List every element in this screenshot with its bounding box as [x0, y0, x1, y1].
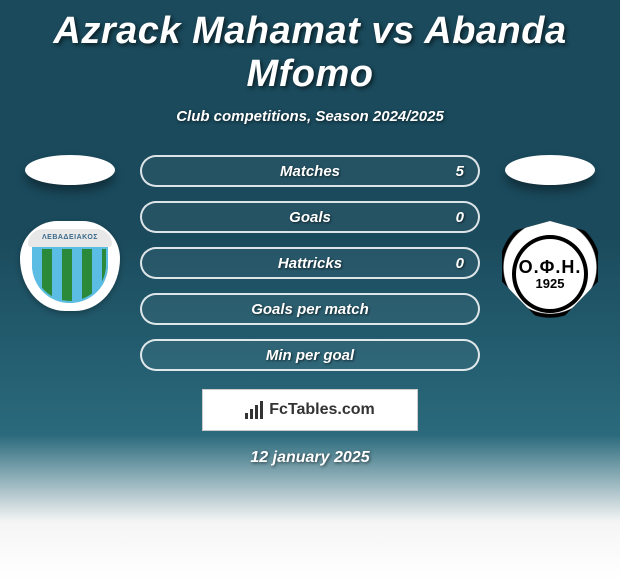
- left-flag-placeholder: [25, 155, 115, 185]
- right-side: Ο.Φ.Η. 1925: [490, 155, 610, 331]
- left-club-band: ΛΕΒΑΔΕΙΑΚΟΣ: [28, 229, 112, 247]
- watermark-text: FcTables.com: [269, 401, 375, 419]
- stat-label: Goals: [289, 209, 331, 226]
- stat-right-value: 0: [456, 203, 464, 231]
- left-club-stripes: [32, 247, 108, 303]
- content-row: ΛΕΒΑΔΕΙΑΚΟΣ Matches 5 Goals 0 Hattricks …: [0, 155, 620, 371]
- left-club-logo: ΛΕΒΑΔΕΙΑΚΟΣ: [20, 221, 120, 321]
- left-side: ΛΕΒΑΔΕΙΑΚΟΣ: [10, 155, 130, 321]
- stat-row-goals: Goals 0: [140, 201, 480, 233]
- right-club-year: 1925: [536, 276, 565, 291]
- stat-label: Goals per match: [251, 301, 369, 318]
- stat-right-value: 0: [456, 249, 464, 277]
- stats-column: Matches 5 Goals 0 Hattricks 0 Goals per …: [140, 155, 480, 371]
- stat-row-goals-per-match: Goals per match: [140, 293, 480, 325]
- page-title: Azrack Mahamat vs Abanda Mfomo: [0, 0, 620, 96]
- stat-row-matches: Matches 5: [140, 155, 480, 187]
- date-text: 12 january 2025: [0, 449, 620, 467]
- left-club-shield: ΛΕΒΑΔΕΙΑΚΟΣ: [20, 221, 120, 311]
- comparison-card: Azrack Mahamat vs Abanda Mfomo Club comp…: [0, 0, 620, 580]
- stat-row-hattricks: Hattricks 0: [140, 247, 480, 279]
- stat-label: Min per goal: [266, 347, 354, 364]
- right-flag-placeholder: [505, 155, 595, 185]
- stat-row-min-per-goal: Min per goal: [140, 339, 480, 371]
- watermark-box: FcTables.com: [202, 389, 418, 431]
- right-club-logo: Ο.Φ.Η. 1925: [500, 221, 600, 331]
- stat-label: Hattricks: [278, 255, 342, 272]
- stat-label: Matches: [280, 163, 340, 180]
- right-club-text: Ο.Φ.Η.: [519, 257, 582, 278]
- stat-right-value: 5: [456, 157, 464, 185]
- subtitle: Club competitions, Season 2024/2025: [0, 108, 620, 125]
- right-club-inner: Ο.Φ.Η. 1925: [512, 235, 588, 313]
- bar-chart-icon: [245, 401, 263, 419]
